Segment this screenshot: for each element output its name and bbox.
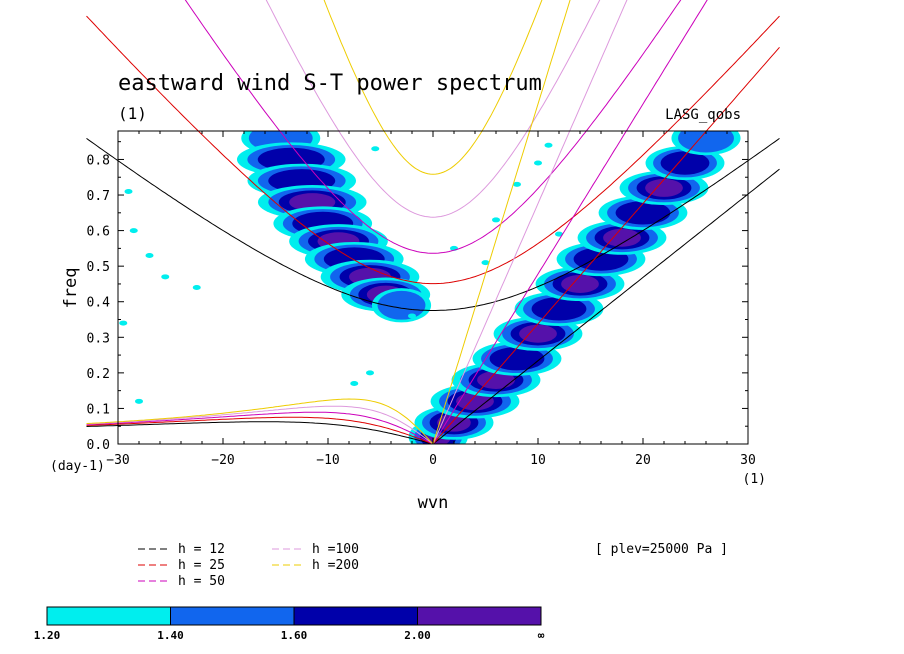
power-patch <box>513 181 521 187</box>
power-band-3 <box>561 274 599 293</box>
power-patch <box>555 231 563 237</box>
power-patch <box>481 260 490 266</box>
level-label: [ plev=25000 Pa ] <box>595 542 728 557</box>
power-patch <box>371 146 380 152</box>
colorbar-tick-label: ∞ <box>538 629 545 642</box>
colorbar-segment <box>170 606 295 626</box>
y-tick-label: 0.1 <box>87 402 110 417</box>
power-patch <box>119 320 128 326</box>
legend-label: h = 50 <box>178 574 225 589</box>
power-patch <box>366 370 374 376</box>
kelvin-curve <box>432 0 708 445</box>
colorbar-segment <box>417 606 542 626</box>
power-patch <box>135 398 143 404</box>
legend-label: h = 12 <box>178 542 225 557</box>
y-tick-label: 0.5 <box>87 260 110 275</box>
power-band-3 <box>519 324 557 343</box>
power-patch <box>534 160 542 166</box>
x-tick-label: 10 <box>530 453 546 468</box>
y-axis-label: freq <box>61 268 81 309</box>
x-axis-label: wvn <box>418 493 449 513</box>
x-tick-label: 30 <box>740 453 756 468</box>
power-patch <box>492 217 500 223</box>
x-tick-label: 0 <box>429 453 437 468</box>
kelvin-curve <box>432 0 571 445</box>
x-axis-unit: (1) <box>743 472 766 487</box>
x-tick-label: 20 <box>635 453 651 468</box>
colorbar: 1.20 1.40 1.60 2.00 ∞ <box>34 606 545 642</box>
y-axis-unit: (day-1) <box>50 459 105 474</box>
inertia-gravity-curve <box>86 15 780 285</box>
power-patch <box>350 381 359 387</box>
axis-ticks: −30 −20 −10 0 10 20 30 0.0 0.1 0.2 0.3 0.4 0.5 0.6 0.7… <box>87 131 756 468</box>
legend-label: h =100 <box>312 542 359 557</box>
chart-title: eastward wind S-T power spectrum <box>118 71 542 96</box>
colorbar-segment <box>46 606 171 626</box>
y-tick-label: 0.2 <box>87 367 110 382</box>
dispersion-curves <box>86 0 780 445</box>
kelvin-curve <box>432 0 628 445</box>
colorbar-tick-label: 2.00 <box>404 629 431 642</box>
y-tick-label: 0.6 <box>87 225 110 240</box>
kelvin-curve <box>432 168 780 445</box>
rossby-curve <box>86 411 436 445</box>
power-patch <box>408 313 416 319</box>
rossby-curve <box>86 421 436 445</box>
power-band-3 <box>603 228 641 247</box>
colorbar-tick-label: 1.60 <box>281 629 308 642</box>
power-patch <box>129 228 138 234</box>
power-band-3 <box>645 178 683 197</box>
rossby-curve <box>86 405 436 445</box>
x-tick-label: −20 <box>211 453 234 468</box>
x-tick-label: −10 <box>316 453 339 468</box>
chart-subtitle: (1) <box>118 104 147 123</box>
colorbar-tick-label: 1.20 <box>34 629 61 642</box>
y-tick-label: 0.7 <box>87 189 110 204</box>
power-field <box>119 131 741 444</box>
y-tick-label: 0.0 <box>87 438 110 453</box>
power-band-1 <box>678 131 734 153</box>
colorbar-tick-label: 1.40 <box>157 629 184 642</box>
inertia-gravity-curve <box>184 0 682 254</box>
power-band-3 <box>456 392 494 411</box>
colorbar-segment <box>293 606 418 626</box>
power-band-2 <box>489 346 545 371</box>
power-band-2 <box>531 297 587 321</box>
x-tick-label: −30 <box>106 453 129 468</box>
power-band-3 <box>437 413 471 432</box>
source-label: LASG_qobs <box>665 107 741 123</box>
y-tick-label: 0.3 <box>87 331 110 346</box>
power-patch <box>124 188 133 194</box>
power-patch <box>145 252 154 258</box>
inertia-gravity-curve <box>265 0 601 218</box>
y-tick-label: 0.4 <box>87 296 111 311</box>
legend-label: h =200 <box>312 558 359 573</box>
inertia-gravity-curve <box>86 137 780 311</box>
power-band-1 <box>377 290 426 320</box>
power-patch <box>161 274 170 280</box>
y-tick-label: 0.8 <box>87 153 110 168</box>
inertia-gravity-curve <box>323 0 543 175</box>
power-patch <box>544 142 553 148</box>
power-band-3 <box>477 370 515 389</box>
power-patch <box>192 285 201 290</box>
rossby-curve <box>86 398 436 445</box>
kelvin-curve <box>432 46 780 445</box>
rossby-curve <box>86 416 436 445</box>
legend-label: h = 25 <box>178 558 225 573</box>
